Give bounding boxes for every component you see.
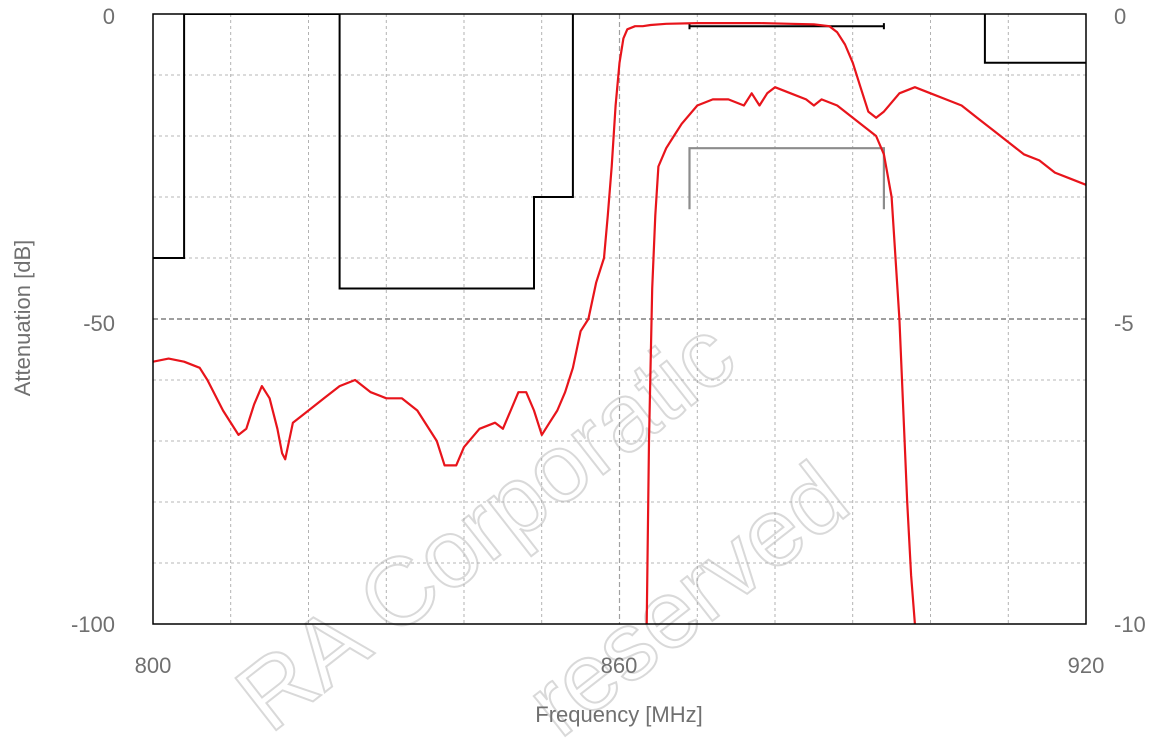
series-line bbox=[645, 86, 916, 624]
x-axis-title: Frequency [MHz] bbox=[535, 702, 703, 727]
x-tick-label: 800 bbox=[135, 653, 172, 678]
y2-tick-label: -5 bbox=[1114, 311, 1134, 336]
series-line bbox=[153, 22, 1086, 467]
y-tick-label: -100 bbox=[71, 612, 115, 637]
grid bbox=[153, 14, 1086, 624]
mask-line bbox=[983, 14, 1086, 64]
x-tick-label: 860 bbox=[601, 653, 638, 678]
y-axis-title: Attenuation [dB] bbox=[10, 240, 35, 397]
mask-line bbox=[688, 147, 886, 210]
data-series bbox=[153, 22, 1086, 624]
watermark: RA Corporatic reserved bbox=[216, 298, 868, 738]
y2-tick-label: 0 bbox=[1114, 4, 1126, 29]
y-tick-label: 0 bbox=[103, 4, 115, 29]
x-tick-label: 920 bbox=[1068, 653, 1105, 678]
y2-tick-label: -10 bbox=[1114, 612, 1146, 637]
plot-frame bbox=[152, 13, 1087, 625]
mask-line bbox=[153, 14, 574, 290]
y-tick-label: -50 bbox=[83, 311, 115, 336]
